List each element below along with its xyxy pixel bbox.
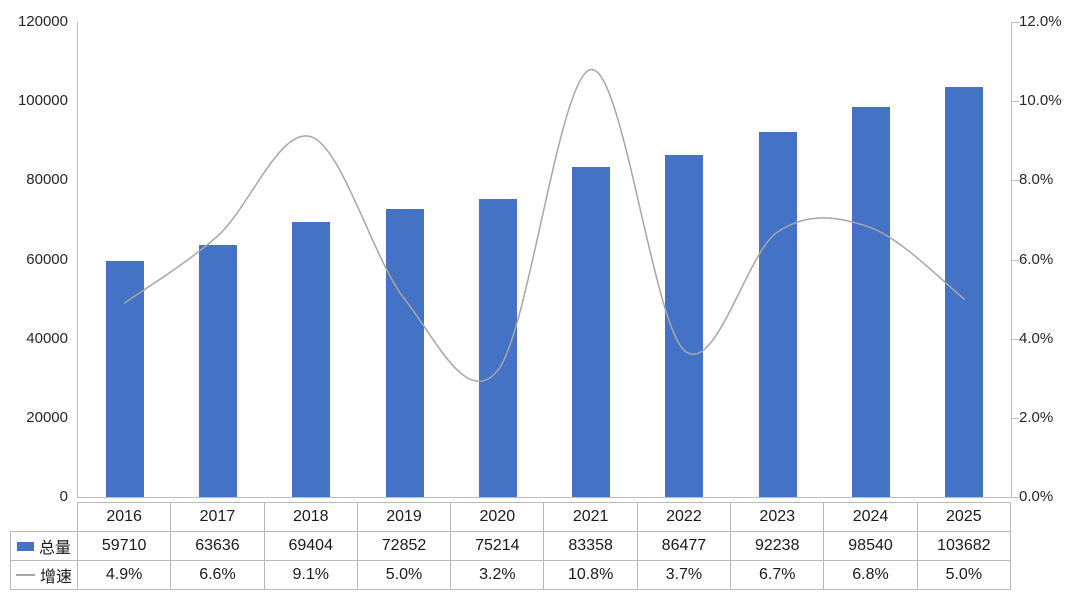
legend-cell: 增速: [10, 560, 78, 590]
year-header-cell: 2022: [636, 502, 732, 532]
left-axis-tick-label: 100000: [17, 92, 68, 110]
bar-2024: [852, 106, 891, 497]
bar-2018: [292, 222, 331, 497]
year-header-cell: 2018: [263, 502, 358, 532]
right-axis-tick-mark: [1011, 101, 1019, 103]
table-corner-cell: [10, 502, 78, 532]
bar-legend-swatch-icon: [16, 541, 34, 551]
year-header-cell: 2019: [356, 502, 452, 532]
right-axis-tick-label: 8.0%: [1019, 171, 1054, 189]
growth-line-series: [123, 68, 966, 383]
value-cell: 6.8%: [823, 560, 918, 590]
value-cell: 103682: [916, 531, 1011, 561]
table-row: 总量 59710 63636 69404 72852 75214 83358 86477 922…: [10, 531, 1011, 561]
year-header-cell: 2016: [76, 502, 172, 532]
legend-cell: 总量: [10, 531, 78, 561]
bar-2025: [945, 86, 984, 497]
right-axis-tick-mark: [1011, 338, 1019, 340]
bar-2019: [385, 208, 424, 497]
value-cell: 3.2%: [450, 560, 545, 590]
legend-label: 总量: [38, 540, 71, 557]
value-cell: 10.8%: [543, 560, 638, 590]
bar-2022: [665, 154, 704, 497]
year-header-cell: 2024: [823, 502, 918, 532]
year-header-cell: 2017: [170, 502, 265, 532]
right-axis-tick-label: 12.0%: [1019, 13, 1062, 30]
growth-line-path: [123, 68, 966, 383]
value-cell: 98540: [823, 531, 918, 561]
line-legend-swatch-icon: [15, 574, 35, 576]
year-header-cell: 2023: [730, 502, 825, 532]
left-axis-tick-label: 60000: [26, 250, 68, 268]
plot-area: [77, 22, 1012, 498]
value-cell: 63636: [170, 531, 265, 561]
right-axis-tick-label: 0.0%: [1019, 488, 1054, 505]
right-axis-tick-mark: [1011, 22, 1019, 23]
value-cell: 59710: [76, 531, 172, 561]
year-header-cell: 2020: [450, 502, 545, 532]
bar-2016: [105, 260, 144, 497]
value-cell: 92238: [730, 531, 825, 561]
table-row: 增速 4.9% 6.6% 9.1% 5.0% 3.2% 10.8% 3.7% 6.7% 6.8% 5…: [10, 560, 1011, 590]
left-axis-tick-label: 0: [59, 488, 68, 505]
right-axis-tick-label: 2.0%: [1019, 408, 1054, 426]
value-cell: 9.1%: [263, 560, 358, 590]
bar-2020: [478, 199, 517, 497]
bar-2017: [198, 245, 237, 497]
value-cell: 86477: [636, 531, 732, 561]
left-axis-tick-label: 120000: [17, 13, 68, 30]
value-cell: 83358: [543, 531, 638, 561]
bar-2021: [572, 167, 611, 497]
value-cell: 3.7%: [636, 560, 732, 590]
value-cell: 5.0%: [356, 560, 452, 590]
legend-label: 增速: [39, 569, 72, 586]
table-header-row: 2016 2017 2018 2019 2020 2021 2022 2023 2024 2025: [10, 502, 1011, 532]
left-axis-tick-label: 20000: [26, 408, 68, 426]
right-axis-tick-mark: [1011, 417, 1019, 419]
value-cell: 6.7%: [730, 560, 825, 590]
year-header-cell: 2025: [916, 502, 1011, 532]
value-cell: 6.6%: [170, 560, 265, 590]
data-table: 2016 2017 2018 2019 2020 2021 2022 2023 2024 2025…: [10, 502, 1011, 590]
right-axis-tick-label: 4.0%: [1019, 329, 1054, 347]
value-cell: 72852: [356, 531, 452, 561]
value-cell: 69404: [263, 531, 358, 561]
right-axis-tick-mark: [1011, 180, 1019, 182]
right-axis-tick-mark: [1011, 259, 1019, 261]
left-axis-tick-label: 80000: [26, 171, 68, 189]
bar-2023: [758, 131, 797, 497]
value-cell: 75214: [450, 531, 545, 561]
value-cell: 5.0%: [916, 560, 1011, 590]
left-axis-tick-label: 40000: [26, 329, 68, 347]
right-axis-tick-label: 6.0%: [1019, 250, 1054, 268]
year-header-cell: 2021: [543, 502, 638, 532]
right-axis-tick-label: 10.0%: [1019, 92, 1062, 110]
value-cell: 4.9%: [76, 560, 172, 590]
right-axis-tick-mark: [1011, 497, 1019, 498]
